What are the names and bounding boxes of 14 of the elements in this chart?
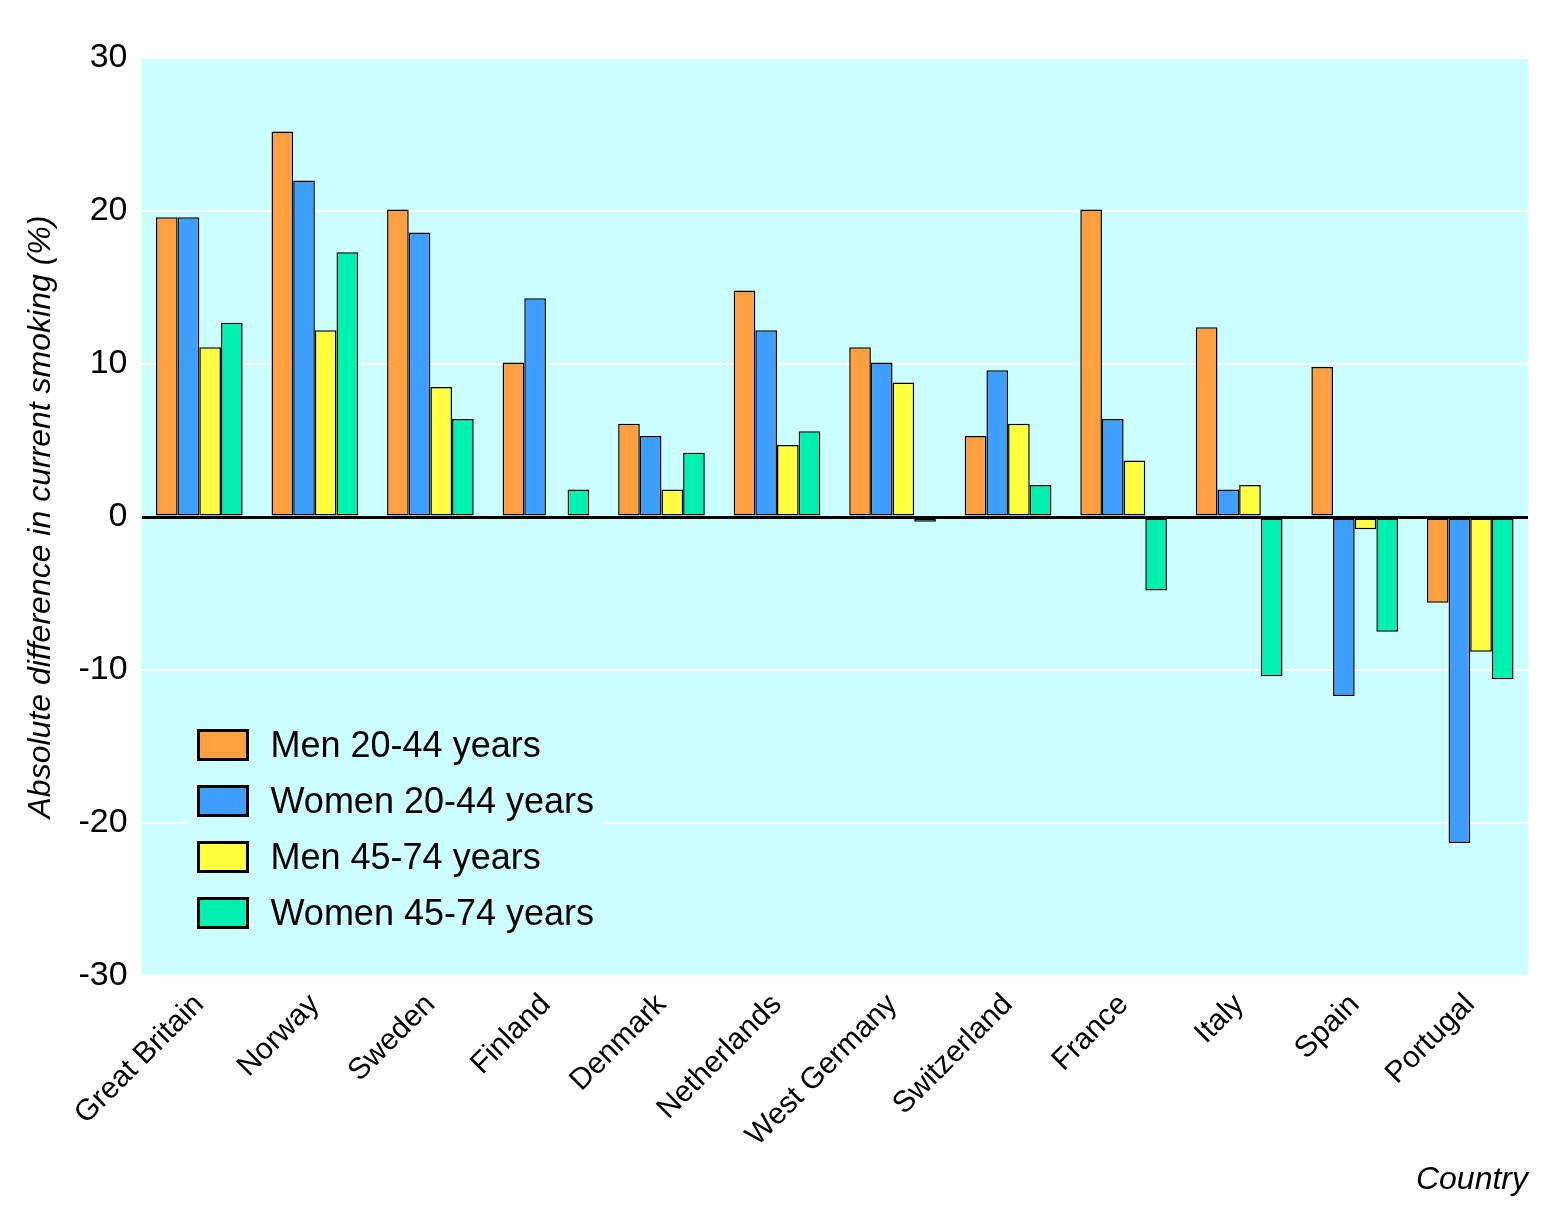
y-tick-label: 0 [108, 495, 128, 534]
y-tick-label: 10 [89, 342, 128, 381]
legend-label: Women 20-44 years [270, 780, 595, 823]
x-axis-title: Country [1415, 1159, 1530, 1196]
y-tick-label: -20 [78, 801, 128, 840]
y-tick-label: -10 [78, 648, 128, 687]
legend-label: Women 45-74 years [270, 892, 595, 935]
y-tick-label: 20 [89, 189, 128, 228]
legend-label: Men 20-44 years [270, 724, 541, 767]
x-tick-label: Italy [1186, 986, 1250, 1049]
y-tick-label: 30 [89, 36, 128, 75]
legend-label: Men 45-74 years [270, 836, 541, 879]
y-tick-label: -30 [78, 954, 128, 993]
y-axis-title: Absolute difference in current smoking (%) [21, 215, 58, 821]
